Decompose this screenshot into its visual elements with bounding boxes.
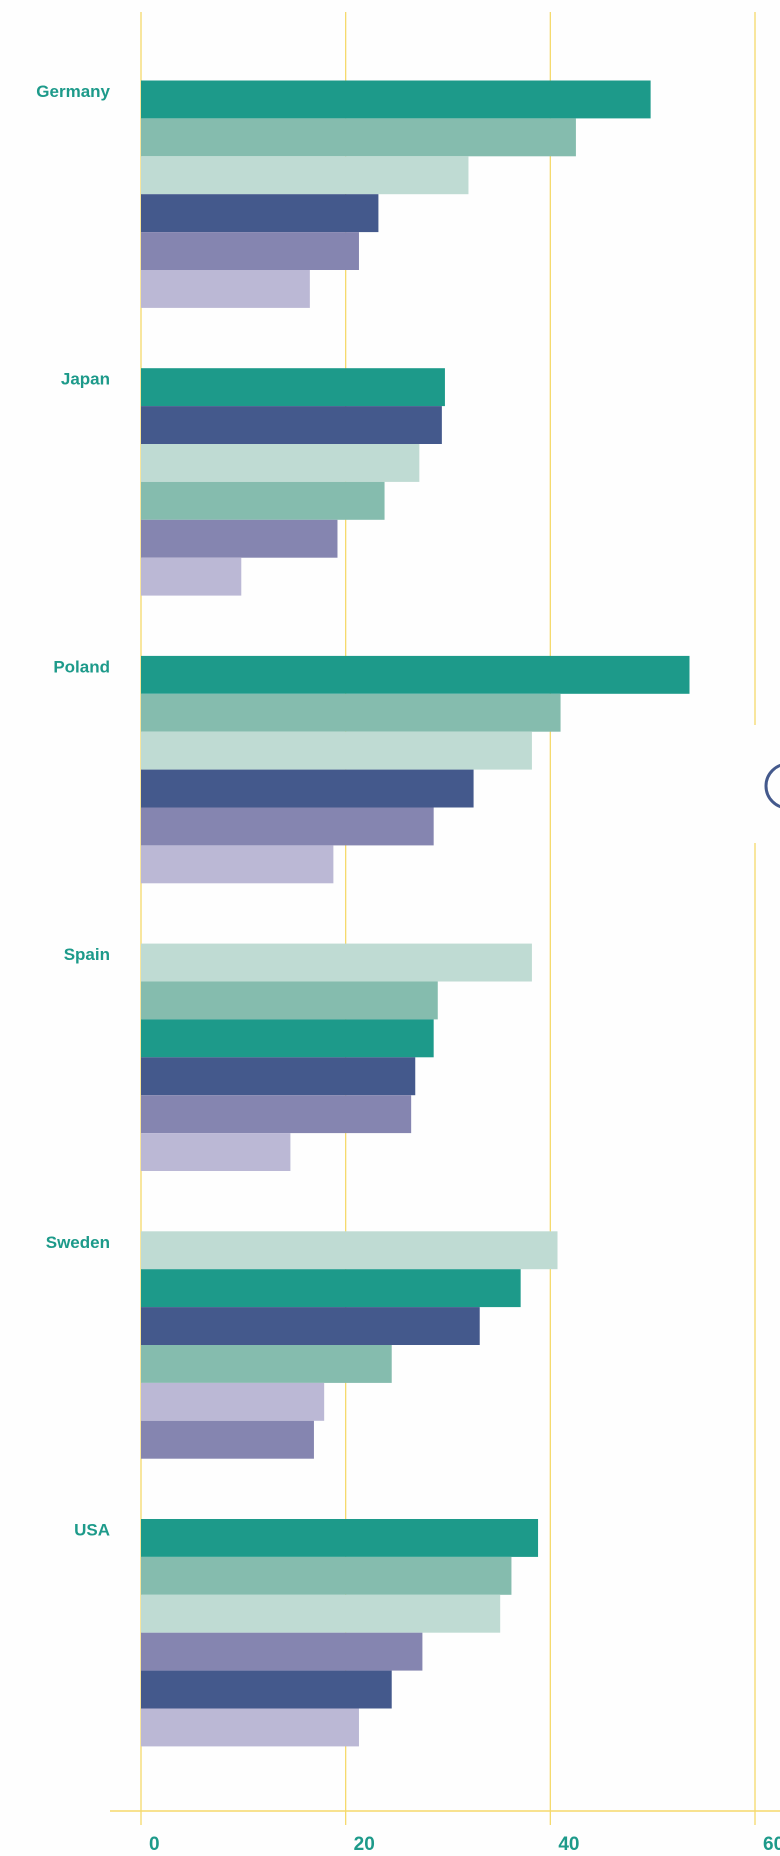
category-label: Germany (36, 82, 110, 101)
bar (141, 693, 561, 732)
bar (141, 406, 442, 444)
bar (141, 557, 242, 596)
bar (141, 1594, 501, 1633)
bar (141, 1670, 392, 1709)
bar (141, 1382, 325, 1421)
bar (141, 1133, 291, 1171)
bar (141, 194, 379, 233)
x-tick-label: 40 (558, 1834, 579, 1855)
bar (141, 769, 474, 808)
bar (141, 1345, 392, 1383)
x-tick-label: 0 (149, 1834, 160, 1855)
bar (141, 1708, 359, 1747)
bar (141, 655, 690, 694)
bar (141, 1019, 434, 1058)
bar (141, 981, 438, 1020)
x-tick-label: 20 (354, 1834, 375, 1855)
category-label: Japan (61, 370, 110, 389)
bar (141, 1556, 512, 1595)
bar (141, 1231, 558, 1270)
x-tick-label: 60 (763, 1834, 780, 1855)
bar (141, 807, 434, 846)
bar (141, 519, 338, 558)
category-label: USA (74, 1520, 110, 1539)
category-label: Poland (53, 657, 110, 676)
bar (141, 1307, 480, 1345)
bar (141, 1095, 412, 1134)
bar (141, 1420, 314, 1459)
bar (141, 481, 385, 520)
bar (141, 943, 532, 982)
bar (141, 118, 576, 157)
bar (141, 368, 445, 407)
bar (141, 1057, 416, 1096)
icon (764, 763, 780, 809)
bar (141, 1519, 539, 1557)
bar (141, 1269, 521, 1308)
bar (141, 156, 469, 195)
category-label: Sweden (46, 1233, 110, 1252)
bar (141, 731, 532, 770)
bar (141, 444, 420, 482)
bar (141, 1632, 423, 1671)
category-label: Spain (64, 945, 110, 964)
bar (141, 845, 334, 884)
bar (141, 232, 359, 270)
bar (141, 80, 651, 119)
bar (141, 270, 310, 308)
